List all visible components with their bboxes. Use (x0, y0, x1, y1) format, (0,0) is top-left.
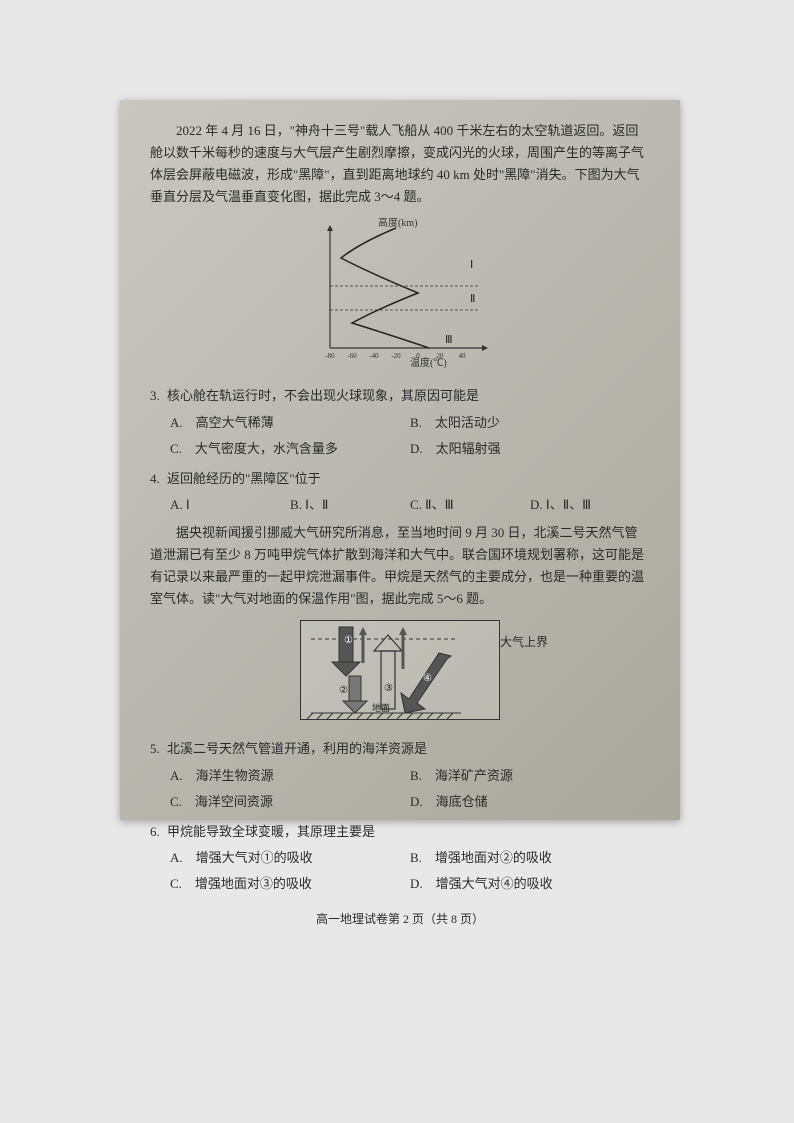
svg-text:④: ④ (423, 673, 432, 684)
page-footer: 高一地理试卷第 2 页（共 8 页） (150, 909, 650, 929)
q4-opt-a: A. Ⅰ (170, 492, 290, 518)
svg-text:②: ② (339, 685, 348, 696)
question-3: 3. 核心舱在轨运行时，不会出现火球现象，其原因可能是 (150, 385, 650, 407)
svg-text:40: 40 (459, 352, 467, 360)
greenhouse-diagram: ① ② ③ ④ (150, 620, 650, 728)
q4-opt-b: B. Ⅰ、Ⅱ (290, 492, 410, 518)
q6-num: 6. (150, 824, 160, 839)
q4-opt-d: D. Ⅰ、Ⅱ、Ⅲ (530, 492, 650, 518)
q3-opt-a: A. 高空大气稀薄 (170, 410, 410, 436)
intro-2: 据央视新闻援引挪威大气研究所消息，至当地时间 9 月 30 日，北溪二号天然气管… (150, 522, 650, 610)
q6-opt-d: D. 增强大气对④的吸收 (410, 871, 650, 897)
q6-opt-a: A. 增强大气对①的吸收 (170, 845, 410, 871)
q3-text: 核心舱在轨运行时，不会出现火球现象，其原因可能是 (167, 388, 479, 403)
svg-text:地面: 地面 (372, 702, 390, 713)
q5-opt-d: D. 海底仓储 (410, 789, 650, 815)
question-6: 6. 甲烷能导致全球变暖，其原理主要是 (150, 821, 650, 843)
svg-text:①: ① (344, 635, 353, 646)
q5-options: A. 海洋生物资源 B. 海洋矿产资源 C. 海洋空间资源 D. 海底仓储 (150, 763, 650, 815)
svg-text:Ⅲ: Ⅲ (445, 334, 453, 346)
svg-text:Ⅰ: Ⅰ (470, 259, 473, 271)
intro-1: 2022 年 4 月 16 日，"神舟十三号"载人飞船从 400 千米左右的太空… (150, 120, 650, 208)
question-4: 4. 返回舱经历的"黑障区"位于 (150, 468, 650, 490)
q6-text: 甲烷能导致全球变暖，其原理主要是 (167, 824, 375, 839)
svg-text:Ⅱ: Ⅱ (470, 293, 475, 305)
q5-num: 5. (150, 741, 160, 756)
chart-svg: -80 -60 -40 -20 0 20 40 Ⅰ Ⅱ Ⅲ (290, 218, 510, 368)
svg-text:-40: -40 (369, 352, 379, 360)
q3-opt-b: B. 太阳活动少 (410, 410, 650, 436)
diagram-top-label: 大气上界 (500, 632, 548, 652)
q4-text: 返回舱经历的"黑障区"位于 (167, 471, 321, 486)
q3-opt-d: D. 太阳辐射强 (410, 436, 650, 462)
atmosphere-chart: -80 -60 -40 -20 0 20 40 Ⅰ Ⅱ Ⅲ (150, 218, 650, 375)
diagram-svg: ① ② ③ ④ (301, 621, 501, 721)
svg-text:-80: -80 (325, 352, 335, 360)
q5-opt-a: A. 海洋生物资源 (170, 763, 410, 789)
svg-text:-60: -60 (347, 352, 357, 360)
q6-options: A. 增强大气对①的吸收 B. 增强地面对②的吸收 C. 增强地面对③的吸收 D… (150, 845, 650, 897)
q5-opt-b: B. 海洋矿产资源 (410, 763, 650, 789)
q4-options: A. Ⅰ B. Ⅰ、Ⅱ C. Ⅱ、Ⅲ D. Ⅰ、Ⅱ、Ⅲ (150, 492, 650, 518)
chart-xlabel: 温度(℃) (410, 356, 447, 368)
q4-num: 4. (150, 471, 160, 486)
exam-page: 2022 年 4 月 16 日，"神舟十三号"载人飞船从 400 千米左右的太空… (120, 100, 680, 820)
question-5: 5. 北溪二号天然气管道开通，利用的海洋资源是 (150, 738, 650, 760)
q6-opt-c: C. 增强地面对③的吸收 (170, 871, 410, 897)
chart-ylabel: 高度(km) (378, 218, 417, 229)
q4-opt-c: C. Ⅱ、Ⅲ (410, 492, 530, 518)
q5-opt-c: C. 海洋空间资源 (170, 789, 410, 815)
q3-options: A. 高空大气稀薄 B. 太阳活动少 C. 大气密度大，水汽含量多 D. 太阳辐… (150, 410, 650, 462)
q3-num: 3. (150, 388, 160, 403)
svg-text:-20: -20 (391, 352, 401, 360)
q5-text: 北溪二号天然气管道开通，利用的海洋资源是 (167, 741, 427, 756)
svg-text:③: ③ (384, 683, 393, 694)
q6-opt-b: B. 增强地面对②的吸收 (410, 845, 650, 871)
q3-opt-c: C. 大气密度大，水汽含量多 (170, 436, 410, 462)
